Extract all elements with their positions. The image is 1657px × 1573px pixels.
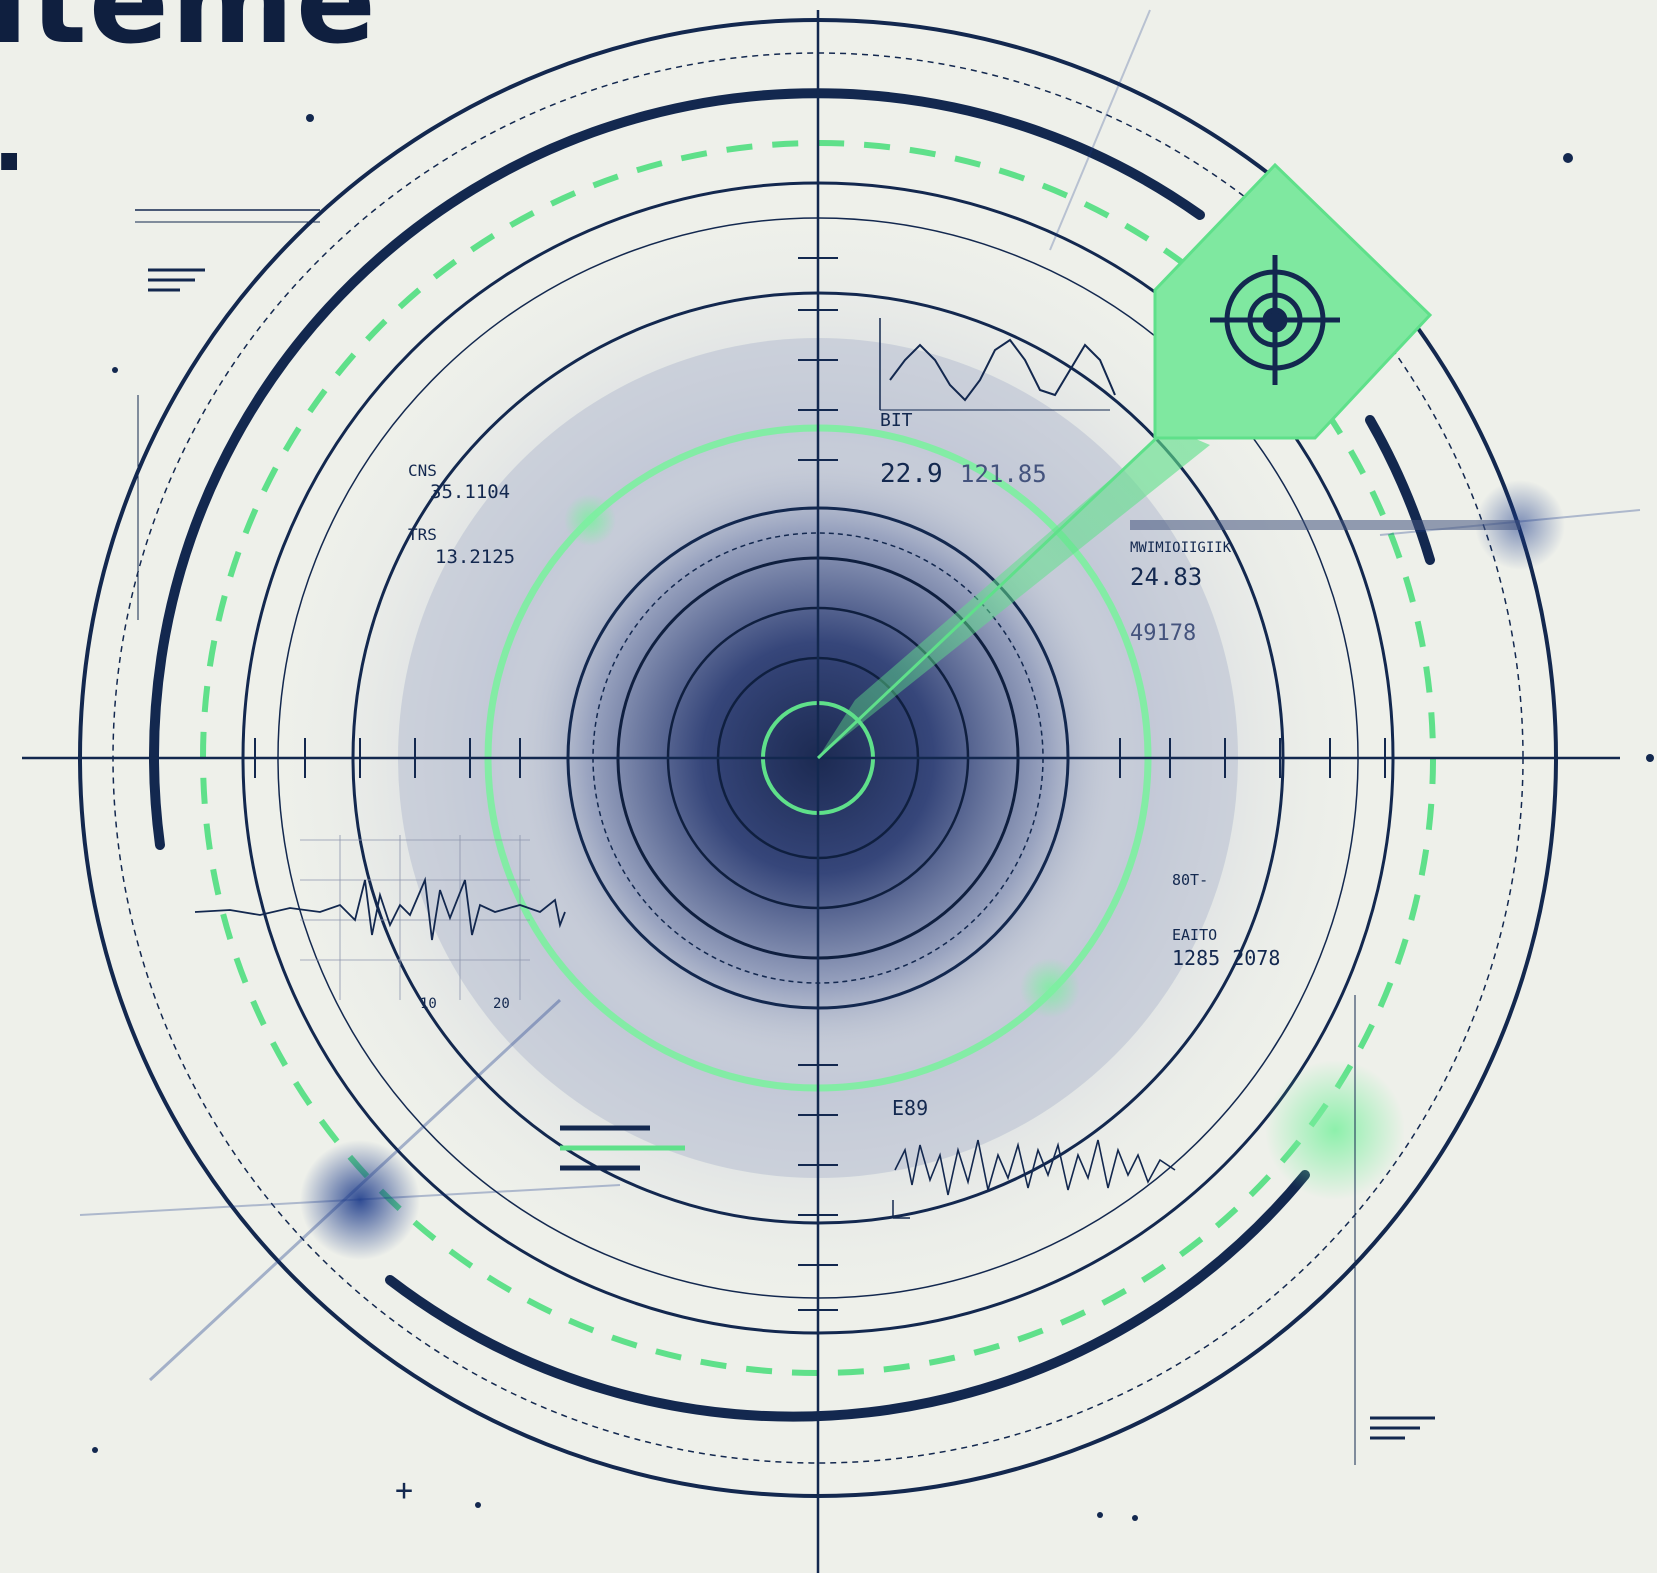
svg-text:22.9: 22.9 <box>880 459 943 489</box>
svg-text:CNS: CNS <box>408 461 437 480</box>
svg-text:BIT: BIT <box>880 410 913 431</box>
flare-streak-2 <box>79 1184 621 1216</box>
right-panel-header-bar <box>1130 520 1520 530</box>
svg-text:80T-: 80T- <box>1172 871 1208 889</box>
crosshair-target-icon <box>1210 255 1340 385</box>
svg-text:13.2125: 13.2125 <box>435 546 515 568</box>
readout-right-panel: MWIMIOIIGIIK 24.83 49178 <box>1130 540 1232 646</box>
svg-text:EAITO: EAITO <box>1172 926 1217 944</box>
svg-text:10: 10 <box>420 996 437 1012</box>
bar-indicators <box>560 1125 685 1171</box>
scan-beam-edge <box>816 428 1167 760</box>
page-title-punctuation: . <box>0 95 26 185</box>
readout-left-top: CNS 35.1104 TRS 13.2125 <box>408 461 515 568</box>
left-signal-graph <box>194 835 566 1000</box>
outer-arc-left <box>149 88 1205 850</box>
sparkle-green-3 <box>1265 1060 1405 1200</box>
sparkle-green-2 <box>1020 958 1080 1018</box>
axis-ticks-horizontal <box>254 738 1386 778</box>
svg-text:121.85: 121.85 <box>960 460 1047 488</box>
svg-text:49178: 49178 <box>1130 621 1196 646</box>
flare-streak-4 <box>1049 9 1151 251</box>
readout-lower-center: E89 <box>892 1096 928 1120</box>
outer-arc-right <box>1365 415 1435 565</box>
page-title-fragment: iteme <box>0 0 378 70</box>
target-badge[interactable] <box>1153 162 1433 440</box>
svg-text:20: 20 <box>493 996 510 1012</box>
svg-text:E89: E89 <box>892 1096 928 1120</box>
svg-text:TRS: TRS <box>408 525 437 544</box>
lower-signal-graph <box>892 1139 1176 1219</box>
readout-lower-right: 80T- EAITO 1285 2078 <box>1172 871 1280 970</box>
svg-text:MWIMIOIIGIIK: MWIMIOIIGIIK <box>1130 540 1232 556</box>
plus-marker: + <box>395 1473 413 1508</box>
scattered-dots <box>92 114 1654 1521</box>
readout-left-graph-ticks: 10 20 <box>420 996 510 1012</box>
svg-text:35.1104: 35.1104 <box>430 481 510 503</box>
top-left-mini-panel <box>135 209 320 620</box>
readout-upper-right: BIT 22.9 121.85 <box>880 410 1047 489</box>
sine-wave-graph <box>879 318 1116 411</box>
flare-streak-1 <box>148 998 562 1382</box>
sparkle-green-1 <box>564 494 616 546</box>
axis-ticks-vertical <box>798 257 838 1311</box>
scan-beam <box>818 428 1210 758</box>
svg-text:1285 2078: 1285 2078 <box>1172 946 1280 970</box>
svg-text:24.83: 24.83 <box>1130 563 1202 591</box>
outer-arc-bottom <box>385 1170 1310 1422</box>
bottom-right-mini-panel <box>1354 995 1435 1465</box>
blue-flare-bottom-left <box>300 1140 420 1260</box>
